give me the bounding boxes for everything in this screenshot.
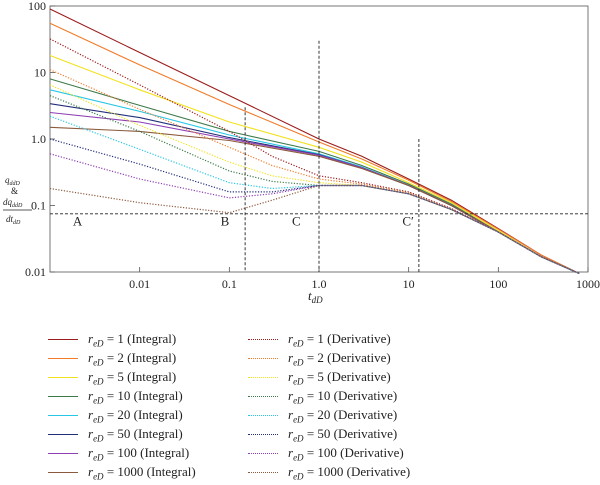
legend-swatch	[248, 377, 278, 378]
legend-label: reD = 1 (Derivative)	[288, 331, 391, 349]
legend-swatch	[248, 339, 278, 340]
legend-item: reD = 20 (Integral)	[48, 406, 288, 425]
legend-swatch	[248, 472, 278, 473]
legend-swatch	[48, 358, 78, 359]
x-tick-label: 10	[403, 277, 415, 291]
y-tick-label: 1.0	[31, 132, 46, 146]
legend-swatch	[48, 339, 78, 340]
series-line-8	[49, 38, 580, 275]
series-line-14	[49, 153, 580, 275]
series-line-0	[49, 8, 580, 274]
legend-item: reD = 2 (Integral)	[48, 349, 288, 368]
legend-swatch	[248, 415, 278, 416]
region-label: B	[221, 214, 230, 229]
region-label: C	[292, 214, 301, 229]
legend-item: reD = 1 (Derivative)	[248, 330, 488, 349]
region-labels: A B C C′	[73, 214, 414, 229]
legend-label: reD = 2 (Integral)	[88, 350, 177, 368]
legend-label: reD = 20 (Derivative)	[288, 407, 398, 425]
legend-item: reD = 100 (Derivative)	[248, 444, 488, 463]
x-tick-label: 1.0	[312, 277, 327, 291]
legend-swatch	[248, 396, 278, 397]
series-line-1	[49, 22, 580, 274]
legend-label: reD = 10 (Derivative)	[288, 388, 398, 406]
legend-item: reD = 50 (Integral)	[48, 425, 288, 444]
legend-swatch	[48, 415, 78, 416]
y-tick-label: 10	[34, 66, 46, 80]
legend-item: reD = 20 (Derivative)	[248, 406, 488, 425]
legend-swatch	[48, 377, 78, 378]
legend-label: reD = 1000 (Derivative)	[288, 464, 411, 482]
legend-swatch	[48, 396, 78, 397]
legend-item: reD = 50 (Derivative)	[248, 425, 488, 444]
legend-swatch	[48, 434, 78, 435]
legend-item: reD = 2 (Derivative)	[248, 349, 488, 368]
x-tick-label: 100	[489, 277, 507, 291]
series-line-9	[49, 69, 580, 275]
legend-item: reD = 1000 (Derivative)	[248, 463, 488, 482]
legend-item: reD = 100 (Integral)	[48, 444, 288, 463]
x-tick-label: 0.01	[129, 277, 150, 291]
legend-label: reD = 50 (Derivative)	[288, 426, 398, 444]
svg-text:dtdD: dtdD	[6, 214, 21, 226]
legend-item: reD = 5 (Derivative)	[248, 368, 488, 387]
legend-swatch	[48, 472, 78, 473]
legend: reD = 1 (Integral) reD = 2 (Integral) reD …	[0, 330, 600, 482]
x-tick-label: 0.1	[222, 277, 237, 291]
legend-label: reD = 10 (Integral)	[88, 388, 183, 406]
legend-label: reD = 1000 (Integral)	[88, 464, 196, 482]
legend-item: reD = 1000 (Integral)	[48, 463, 288, 482]
legend-item: reD = 5 (Integral)	[48, 368, 288, 387]
legend-swatch	[248, 453, 278, 454]
series-line-10	[49, 84, 580, 275]
legend-item: reD = 10 (Integral)	[48, 387, 288, 406]
legend-label: reD = 2 (Derivative)	[288, 350, 391, 368]
series-line-13	[49, 138, 580, 275]
legend-label: reD = 20 (Integral)	[88, 407, 183, 425]
reference-lines	[50, 40, 588, 272]
legend-item: reD = 1 (Integral)	[48, 330, 288, 349]
region-label: C′	[402, 214, 414, 229]
legend-item: reD = 10 (Derivative)	[248, 387, 488, 406]
svg-text:dqddD: dqddD	[3, 197, 23, 209]
legend-swatch	[248, 434, 278, 435]
series-line-5	[49, 103, 580, 275]
series-line-2	[49, 54, 580, 275]
chart: 0.01 0.1 1.0 10 100 1000 0.01 0.1 1.0 10 100 A B C C′…	[3, 0, 600, 305]
legend-label: reD = 5 (Derivative)	[288, 369, 391, 387]
x-tick-label: 1000	[576, 277, 600, 291]
series-line-11	[49, 95, 580, 275]
legend-label: reD = 100 (Integral)	[88, 445, 190, 463]
y-tick-label: 0.1	[31, 199, 46, 213]
legend-label: reD = 5 (Integral)	[88, 369, 177, 387]
region-label: A	[73, 214, 83, 229]
svg-text:&: &	[11, 186, 18, 196]
series-line-7	[49, 126, 580, 275]
y-axis-label: qddD & dqddD dtdD	[3, 175, 32, 226]
y-tick-label: 100	[28, 0, 46, 13]
series-layer	[49, 8, 580, 275]
legend-label: reD = 100 (Derivative)	[288, 445, 404, 463]
y-tick-label: 0.01	[25, 265, 46, 279]
legend-swatch	[48, 453, 78, 454]
legend-swatch	[248, 358, 278, 359]
series-line-15	[49, 184, 580, 275]
series-line-3	[49, 78, 580, 275]
legend-label: reD = 1 (Integral)	[88, 331, 177, 349]
legend-label: reD = 50 (Integral)	[88, 426, 183, 444]
